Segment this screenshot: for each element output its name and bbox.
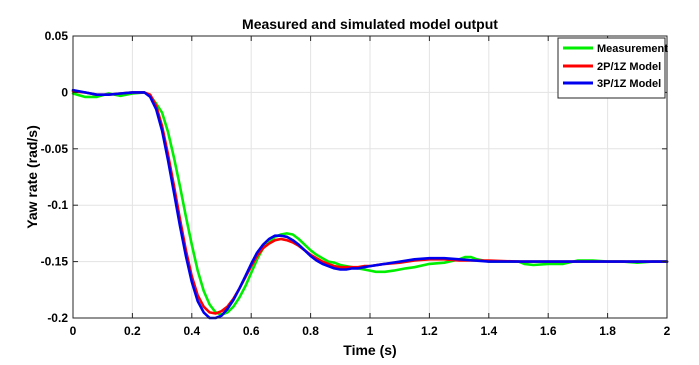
y-tick-label: -0.15 (41, 255, 69, 269)
x-tick-label: 1 (367, 324, 374, 338)
x-tick-label: 1.6 (540, 324, 557, 338)
x-tick-label: 0.4 (183, 324, 200, 338)
x-tick-label: 1.8 (599, 324, 616, 338)
y-tick-label: -0.05 (41, 142, 69, 156)
legend-label-measurement: Measurement (597, 43, 668, 55)
x-tick-label: 2 (664, 324, 671, 338)
y-tick-label: -0.1 (47, 198, 68, 212)
x-tick-label: 1.2 (421, 324, 438, 338)
y-tick-label: 0.05 (45, 29, 69, 43)
legend: Measurement 2P/1Z Model 3P/1Z Model (557, 37, 668, 99)
x-tick-label: 0.6 (243, 324, 260, 338)
series-line-3p1z (71, 88, 669, 320)
x-tick-label: 0.2 (124, 324, 141, 338)
y-axis-label: Yaw rate (rad/s) (24, 125, 40, 229)
series-layer (71, 88, 669, 320)
chart-title: Measured and simulated model output (242, 16, 498, 32)
y-tick-label: 0 (61, 85, 68, 99)
x-tick-label: 0.8 (302, 324, 319, 338)
x-tick-label: 0 (70, 324, 77, 338)
y-tick-label: -0.2 (47, 311, 68, 325)
x-axis-label: Time (s) (343, 342, 396, 358)
legend-label-3p1z: 3P/1Z Model (597, 78, 661, 90)
x-tick-labels: 0 0.2 0.4 0.6 0.8 1 1.2 1.4 1.6 1.8 2 (70, 324, 671, 338)
legend-label-2p1z: 2P/1Z Model (597, 61, 661, 73)
y-tick-labels: 0.05 0 -0.05 -0.1 -0.15 -0.2 (41, 29, 69, 325)
x-tick-label: 1.4 (480, 324, 497, 338)
